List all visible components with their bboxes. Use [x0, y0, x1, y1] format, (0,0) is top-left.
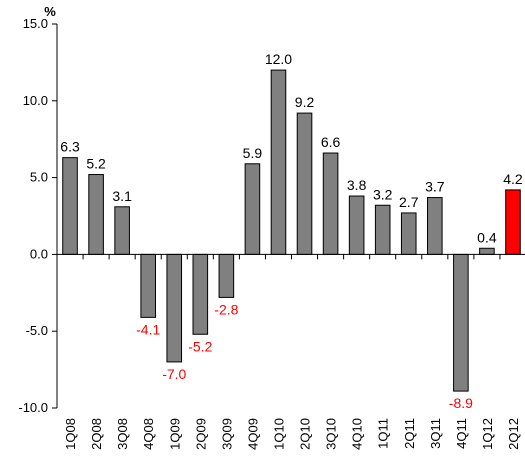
x-tick-label-4Q09: 4Q09	[245, 418, 260, 450]
x-tick-label-1Q08: 1Q08	[63, 418, 78, 450]
bar-4Q09	[244, 163, 261, 255]
x-tick-label-3Q11: 3Q11	[428, 418, 443, 449]
x-tick-label-3Q09: 3Q09	[219, 418, 234, 450]
x-axis-labels: 1Q08 2Q08 3Q08 4Q08 1Q09 2Q09 3Q09 4Q09 1Q10 2Q10…	[63, 418, 521, 450]
data-label-1Q09: -7.0	[162, 366, 186, 382]
data-label-3Q08: 3.1	[112, 188, 132, 204]
axes	[56, 24, 525, 408]
data-label-2Q09: -5.2	[188, 338, 212, 354]
data-label-4Q08: -4.1	[136, 321, 160, 337]
data-label-3Q09: -2.8	[214, 301, 238, 317]
x-tick-label-2Q11: 2Q11	[402, 418, 417, 449]
y-axis-label: %	[44, 4, 56, 19]
bar-3Q08	[114, 206, 130, 255]
y-axis-ticks: 15.0 10.0 5.0 0.0 -5.0 -10.0	[18, 16, 57, 415]
data-label-3Q10: 6.6	[321, 134, 341, 150]
bar-4Q10	[348, 195, 365, 255]
bar-1Q12	[479, 247, 495, 255]
x-tick-label-3Q08: 3Q08	[115, 418, 130, 450]
bar-1Q08	[62, 157, 78, 255]
x-tick-label-2Q12: 2Q12	[506, 418, 521, 450]
x-tick-label-4Q10: 4Q10	[350, 418, 365, 450]
bar-2Q10	[296, 112, 313, 255]
data-label-4Q09: 5.9	[243, 145, 263, 161]
y-tick-label: 5.0	[30, 170, 48, 185]
x-tick-label-2Q09: 2Q09	[193, 418, 208, 450]
bar-2Q09	[192, 253, 209, 335]
data-label-2Q11: 2.7	[399, 194, 419, 210]
bar-1Q11	[374, 204, 391, 255]
bar-4Q08	[140, 253, 156, 318]
data-label-2Q08: 5.2	[86, 156, 106, 172]
y-tick-label: 15.0	[23, 16, 48, 31]
x-tick-label-2Q10: 2Q10	[298, 418, 313, 450]
data-labels: 6.3 5.2 3.1 -4.1 -7.0-5.2 -2.8 5.9 12.0 9.2 6.6 3.…	[60, 51, 523, 411]
bar-3Q10	[322, 152, 339, 255]
bar-1Q09	[166, 253, 183, 363]
bar-3Q11	[427, 197, 443, 255]
y-tick-label: -10.0	[18, 400, 48, 415]
data-label-1Q10: 12.0	[265, 51, 292, 67]
x-tick-label-1Q10: 1Q10	[271, 418, 286, 450]
bar-2Q08	[88, 174, 104, 255]
x-tick-label-3Q10: 3Q10	[324, 418, 339, 450]
x-tick-label-4Q08: 4Q08	[141, 418, 156, 450]
x-tick-label-4Q11: 4Q11	[454, 418, 469, 449]
y-tick-label: 10.0	[23, 93, 48, 108]
data-label-2Q12: 4.2	[503, 171, 523, 187]
data-label-1Q12: 0.4	[477, 229, 497, 245]
y-tick-label: -5.0	[26, 323, 48, 338]
bar-series	[62, 69, 521, 392]
x-tick-label-2Q08: 2Q08	[89, 418, 104, 450]
x-tick-label-1Q11: 1Q11	[376, 418, 391, 449]
bar-1Q10	[270, 69, 287, 255]
data-label-2Q10: 9.2	[295, 94, 315, 110]
bar-2Q11	[400, 212, 417, 255]
bar-3Q09	[218, 253, 235, 298]
data-label-3Q11: 3.7	[425, 179, 445, 195]
bar-2Q12	[505, 189, 521, 255]
data-label-1Q11: 3.2	[373, 186, 393, 202]
y-tick-label: 0.0	[30, 246, 48, 261]
bar-4Q11	[453, 253, 469, 392]
data-label-4Q11: -8.9	[449, 395, 473, 411]
x-tick-label-1Q09: 1Q09	[167, 418, 182, 450]
x-tick-label-1Q12: 1Q12	[480, 418, 495, 450]
data-label-4Q10: 3.8	[347, 177, 367, 193]
data-label-1Q08: 6.3	[60, 139, 80, 155]
